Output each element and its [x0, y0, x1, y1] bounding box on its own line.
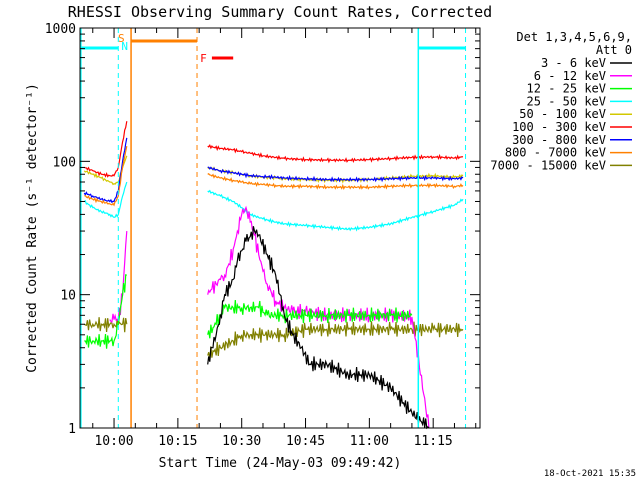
marker-layer: SN F [80, 28, 467, 428]
series-line-6 [83, 137, 128, 204]
footer-timestamp: 18-Oct-2021 15:35 [544, 469, 636, 479]
legend-label: 300 - 800 keV [512, 133, 606, 147]
chart-title: RHESSI Observing Summary Count Rates, Co… [68, 3, 492, 21]
legend-label: 100 - 300 keV [512, 120, 606, 134]
legend-header-detectors: Det 1,3,4,5,6,9, [516, 30, 632, 44]
x-tick-label: 11:15 [414, 434, 453, 449]
series-line-2 [84, 274, 127, 349]
x-axis: 10:00 10:15 10:30 10:45 11:00 11:15 [92, 28, 477, 449]
series-line-3 [207, 189, 464, 232]
x-tick-label: 10:00 [94, 434, 133, 449]
series-line-7 [207, 173, 464, 190]
series-line-8 [83, 317, 128, 333]
x-axis-label: Start Time (24-May-03 09:49:42) [159, 456, 402, 471]
series-line-5 [84, 121, 128, 178]
series-line-5 [207, 144, 464, 164]
flare-label: F [200, 52, 207, 65]
x-tick-label: 11:00 [350, 434, 389, 449]
y-tick-label: 1 [68, 422, 76, 437]
series-line-8 [207, 321, 464, 361]
legend-label: 50 - 100 keV [519, 107, 606, 121]
y-tick-label: 1000 [45, 22, 76, 37]
legend-label: 6 - 12 keV [534, 69, 606, 83]
series-line-0 [207, 226, 430, 430]
y-axis-label: Corrected Count Rate (s⁻¹ detector⁻¹) [25, 83, 40, 373]
series-line-6 [207, 166, 464, 183]
series-line-2 [207, 300, 413, 339]
series-line-7 [84, 145, 128, 207]
y-tick-label: 100 [53, 155, 76, 170]
x-tick-label: 10:30 [222, 434, 261, 449]
legend-label: 3 - 6 keV [541, 56, 606, 70]
night-start-label: N [121, 40, 128, 53]
plot-frame [79, 27, 481, 429]
legend-label: 12 - 25 keV [527, 82, 606, 96]
legend-label: 7000 - 15000 keV [490, 158, 606, 172]
series-layer [83, 121, 464, 430]
legend-header-attenuator: Att 0 [596, 43, 632, 57]
y-axis: 1 10 100 1000 [45, 22, 480, 437]
legend-label: 800 - 7000 keV [505, 146, 606, 160]
saa-start-label: S [118, 32, 125, 45]
y-tick-label: 10 [60, 289, 76, 304]
x-tick-label: 10:15 [158, 434, 197, 449]
series-line-3 [83, 181, 128, 219]
legend-label: 25 - 50 keV [527, 94, 606, 108]
x-tick-label: 10:45 [286, 434, 325, 449]
